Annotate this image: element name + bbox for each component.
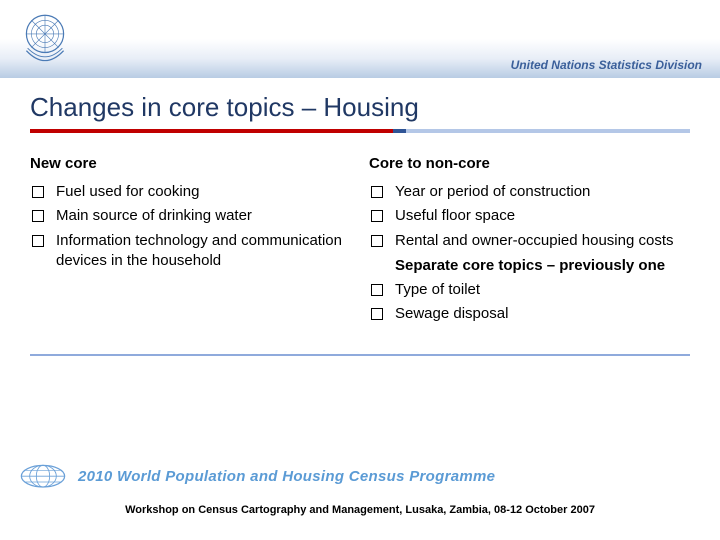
- bottom-rule: [30, 354, 690, 356]
- rule-segment-dark: [393, 129, 406, 133]
- census-logo-icon: [18, 462, 68, 490]
- list-item: Main source of drinking water: [30, 206, 351, 226]
- slide-header: United Nations Statistics Division: [0, 0, 720, 78]
- list-item: Rental and owner-occupied housing costs: [369, 231, 690, 251]
- right-column: Core to non-core Year or period of const…: [369, 155, 690, 328]
- list-item: Useful floor space: [369, 206, 690, 226]
- content-columns: New core Fuel used for cooking Main sour…: [0, 141, 720, 328]
- left-heading: New core: [30, 155, 351, 172]
- right-heading-2: Separate core topics – previously one: [369, 257, 690, 274]
- right-list-2: Type of toilet Sewage disposal: [369, 280, 690, 325]
- list-item: Fuel used for cooking: [30, 182, 351, 202]
- rule-segment-light: [406, 129, 690, 133]
- list-item: Year or period of construction: [369, 182, 690, 202]
- right-list-1: Year or period of construction Useful fl…: [369, 182, 690, 251]
- list-item: Sewage disposal: [369, 304, 690, 324]
- list-item: Type of toilet: [369, 280, 690, 300]
- footer-workshop-text: Workshop on Census Cartography and Manag…: [0, 504, 720, 516]
- rule-segment-red: [30, 129, 393, 133]
- right-heading-1: Core to non-core: [369, 155, 690, 172]
- left-column: New core Fuel used for cooking Main sour…: [30, 155, 351, 328]
- list-item: Information technology and communication…: [30, 231, 351, 272]
- slide-title: Changes in core topics – Housing: [30, 92, 690, 123]
- left-list: Fuel used for cooking Main source of dri…: [30, 182, 351, 271]
- title-rule: [30, 129, 690, 133]
- header-org-text: United Nations Statistics Division: [511, 58, 702, 72]
- title-area: Changes in core topics – Housing: [0, 78, 720, 141]
- footer-programme-text: 2010 World Population and Housing Census…: [78, 468, 495, 485]
- footer-programme-band: 2010 World Population and Housing Census…: [0, 462, 720, 490]
- un-emblem-icon: [14, 6, 76, 68]
